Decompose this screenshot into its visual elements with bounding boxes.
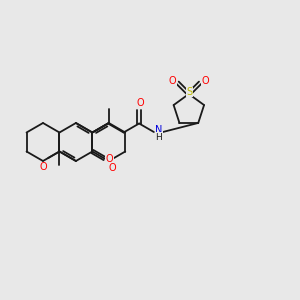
Text: O: O bbox=[108, 163, 116, 173]
Text: O: O bbox=[39, 162, 47, 172]
Text: S: S bbox=[187, 87, 193, 97]
Text: O: O bbox=[136, 98, 144, 109]
Text: O: O bbox=[201, 76, 209, 86]
Text: O: O bbox=[169, 76, 176, 86]
Text: O: O bbox=[106, 154, 113, 164]
Text: H: H bbox=[155, 133, 162, 142]
Text: N: N bbox=[155, 125, 163, 135]
